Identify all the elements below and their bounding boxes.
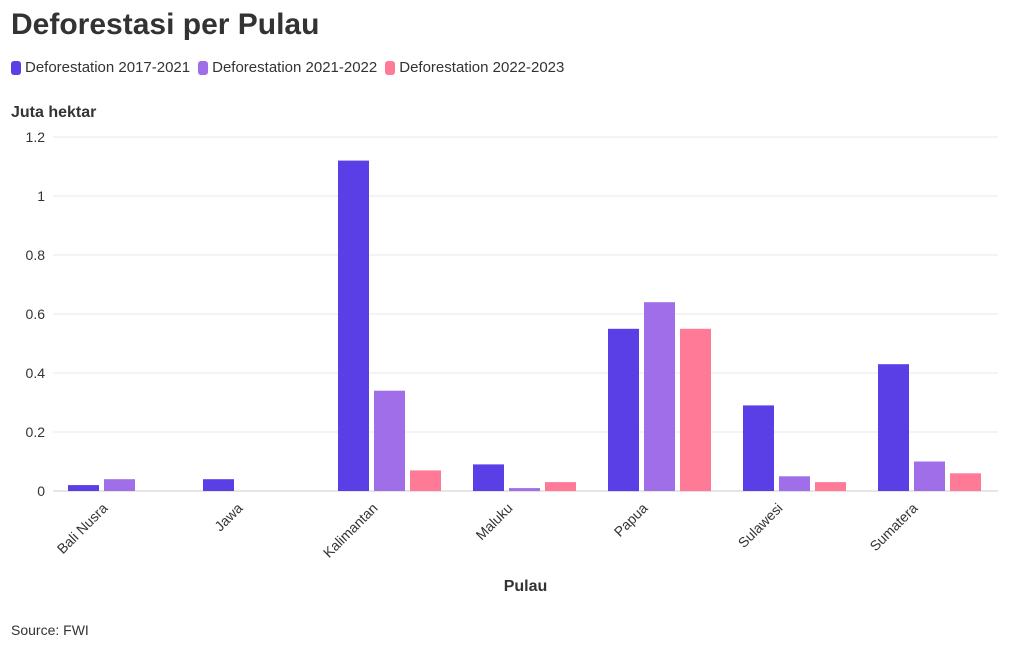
bar-chart: 0 0.2 0.4 0.6 0.8 1 1.2 Bali Nusra Jawa Kalimant… <box>26 129 998 595</box>
bar-kalimantan-series-2[interactable] <box>374 390 405 491</box>
legend-swatch-series-2 <box>198 60 209 75</box>
source-note: Source: FWI <box>11 622 89 638</box>
bar-sulawesi-series-3[interactable] <box>815 482 846 491</box>
bar-maluku-series-2[interactable] <box>509 488 540 491</box>
x-axis-label: Pulau <box>504 578 548 595</box>
x-tick-label: Papua <box>611 500 651 540</box>
y-tick-label: 1.2 <box>26 129 46 145</box>
legend-item-series-1[interactable]: Deforestation 2017-2021 <box>11 59 190 76</box>
bar-kalimantan-series-3[interactable] <box>410 470 441 491</box>
bars <box>68 160 981 492</box>
chart-title: Deforestasi per Pulau <box>11 8 320 41</box>
x-tick-label: Kalimantan <box>320 500 381 561</box>
bar-papua-series-1[interactable] <box>608 328 639 492</box>
legend-label-series-2: Deforestation 2021-2022 <box>212 59 378 76</box>
bar-sumatera-series-1[interactable] <box>878 364 909 491</box>
y-tick-label: 0.6 <box>26 306 46 322</box>
bar-maluku-series-1[interactable] <box>473 464 504 491</box>
legend-item-series-3[interactable]: Deforestation 2022-2023 <box>385 59 564 76</box>
x-tick-label: Bali Nusra <box>54 500 111 557</box>
y-tick-labels: 0 0.2 0.4 0.6 0.8 1 1.2 <box>26 129 46 499</box>
x-tick-label: Sulawesi <box>735 500 786 551</box>
y-tick-label: 1 <box>37 188 45 204</box>
grid-lines <box>53 136 998 492</box>
legend-label-series-3: Deforestation 2022-2023 <box>399 59 565 76</box>
legend-label-series-1: Deforestation 2017-2021 <box>25 59 191 76</box>
y-tick-label: 0.2 <box>26 424 46 440</box>
y-tick-label: 0.4 <box>26 365 46 381</box>
bar-sulawesi-series-2[interactable] <box>779 476 810 492</box>
bar-bali-nusra-series-1[interactable] <box>68 485 99 491</box>
y-tick-label: 0.8 <box>26 247 46 263</box>
y-tick-label: 0 <box>37 483 45 499</box>
legend-swatch-series-1 <box>11 60 21 75</box>
legend-item-series-2[interactable]: Deforestation 2021-2022 <box>198 59 377 76</box>
bar-kalimantan-series-1[interactable] <box>338 160 369 491</box>
bar-sumatera-series-2[interactable] <box>914 461 945 492</box>
legend: Deforestation 2017-2021 Deforestation 20… <box>11 59 572 76</box>
bar-sulawesi-series-1[interactable] <box>743 405 774 491</box>
bar-papua-series-2[interactable] <box>644 302 675 491</box>
bar-maluku-series-3[interactable] <box>545 482 576 491</box>
x-tick-label: Maluku <box>472 500 515 543</box>
bar-jawa-series-1[interactable] <box>203 479 234 491</box>
bar-sumatera-series-3[interactable] <box>950 473 981 491</box>
y-axis-label: Juta hektar <box>11 104 97 121</box>
x-tick-labels: Bali Nusra Jawa Kalimantan Maluku Papua Sulaw… <box>54 500 921 561</box>
legend-swatch-series-3 <box>385 60 396 75</box>
bar-bali-nusra-series-2[interactable] <box>104 479 135 491</box>
x-tick-label: Jawa <box>211 500 246 535</box>
bar-papua-series-3[interactable] <box>680 328 711 492</box>
x-tick-label: Sumatera <box>866 500 920 554</box>
